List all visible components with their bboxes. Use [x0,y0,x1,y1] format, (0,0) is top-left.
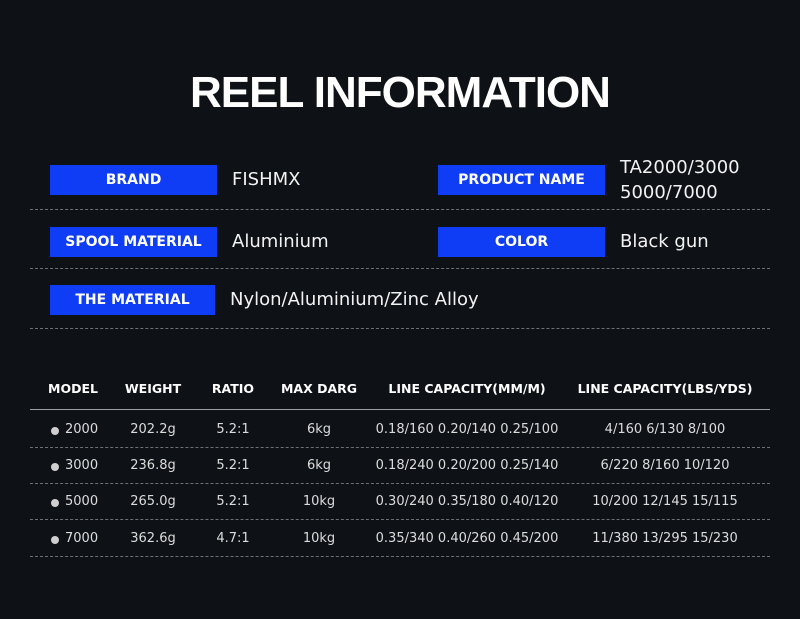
separator [30,328,770,329]
table-header: RATIO [211,381,255,396]
table-cell: 10/200 12/145 15/115 [592,494,738,509]
row-separator [30,447,770,448]
table-cell: 265.0g [130,494,176,509]
info-label: SPOOL MATERIAL [50,227,217,257]
table-cell: 5.2:1 [216,458,250,473]
bullet [51,536,59,544]
row-separator [30,483,770,484]
info-value: Aluminium [232,231,329,252]
bullet [51,499,59,507]
table-cell: 10kg [302,494,336,509]
separator [30,209,770,210]
table-cell: 202.2g [130,422,176,437]
table-cell: 6/220 8/160 10/120 [600,458,730,473]
table-header: LINE CAPACITY(LBS/YDS) [577,381,753,396]
info-label: BRAND [50,165,217,195]
table-cell: 0.18/240 0.20/200 0.25/140 [375,458,559,473]
table-cell: 362.6g [130,531,176,546]
table-cell: 0.30/240 0.35/180 0.40/120 [375,494,559,509]
info-value: 5000/7000 [620,182,718,203]
table-cell: 0.35/340 0.40/260 0.45/200 [375,531,559,546]
info-label: THE MATERIAL [50,285,215,315]
info-value: Nylon/Aluminium/Zinc Alloy [230,289,479,310]
row-separator [30,519,770,520]
info-label: COLOR [438,227,605,257]
table-cell: 4/160 6/130 8/100 [604,422,726,437]
separator [30,268,770,269]
info-label: PRODUCT NAME [438,165,605,195]
table-header: LINE CAPACITY(MM/M) [388,381,546,396]
info-value: FISHMX [232,169,301,190]
table-cell: 6kg [306,422,332,437]
bullet [51,427,59,435]
table-cell: 0.18/160 0.20/140 0.25/100 [375,422,559,437]
table-cell: 3000 [65,458,99,473]
table-header: MODEL [48,381,98,396]
table-cell: 4.7:1 [216,531,250,546]
table-cell: 5.2:1 [216,494,250,509]
table-rule [30,409,770,410]
table-cell: 5.2:1 [216,422,250,437]
table-cell: 5000 [65,494,99,509]
bullet [51,463,59,471]
row-separator [30,556,770,557]
table-cell: 236.8g [130,458,176,473]
table-cell: 7000 [65,531,99,546]
table-header: MAX DARG [280,381,358,396]
table-cell: 6kg [306,458,332,473]
table-cell: 2000 [65,422,99,437]
table-cell: 10kg [302,531,336,546]
table-header: WEIGHT [124,381,182,396]
page-title: REEL INFORMATION [190,68,611,117]
table-cell: 11/380 13/295 15/230 [592,531,738,546]
info-value: TA2000/3000 [620,157,740,178]
info-value: Black gun [620,231,709,252]
